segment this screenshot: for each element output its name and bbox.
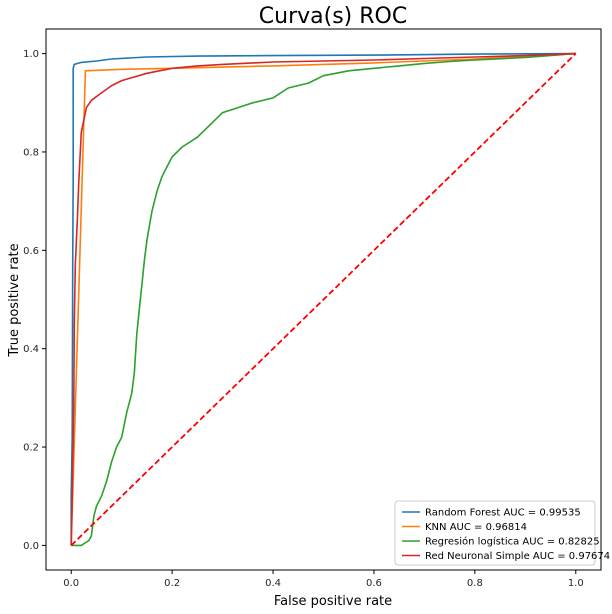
x-tick-label: 0.6 (366, 578, 382, 589)
legend-entry-label: Red Neuronal Simple AUC = 0.97674 (425, 551, 610, 562)
series-line-1 (70, 52, 576, 546)
legend-box (394, 500, 596, 566)
x-tick-label: 0.8 (467, 578, 483, 589)
plot-frame (45, 28, 602, 571)
legend-entry-label: Regresión logística AUC = 0.82825 (425, 536, 600, 548)
series-line-2 (70, 52, 576, 546)
y-tick-label: 0.0 (23, 541, 39, 552)
series-line-3 (71, 52, 576, 547)
chart-title: Curva(s) ROC (259, 4, 407, 29)
legend: Random Forest AUC = 0.99535 KNN AUC = 0.9… (394, 500, 610, 566)
diagonal-reference-line (70, 52, 577, 547)
y-tick-label: 1.0 (23, 49, 39, 60)
x-tick-label: 0.0 (63, 578, 79, 589)
legend-entry-label: KNN AUC = 0.96814 (425, 522, 527, 533)
series-line-4 (70, 52, 576, 546)
legend-entry-label: Random Forest AUC = 0.99535 (425, 508, 581, 519)
y-axis-ticks: 0.0 0.2 0.4 0.6 0.8 1.0 (23, 49, 46, 552)
y-tick-label: 0.2 (23, 443, 39, 454)
plot-lines (70, 52, 577, 547)
x-tick-label: 0.4 (265, 578, 281, 589)
x-axis-ticks: 0.0 0.2 0.4 0.6 0.8 1.0 (63, 570, 584, 589)
x-tick-label: 0.2 (164, 578, 180, 589)
y-tick-label: 0.6 (23, 246, 39, 257)
x-axis-title: False positive rate (274, 594, 392, 609)
y-tick-label: 0.4 (23, 344, 39, 355)
y-tick-label: 0.8 (23, 147, 39, 158)
y-axis-title: True positive rate (7, 243, 22, 357)
x-tick-label: 1.0 (568, 578, 584, 589)
